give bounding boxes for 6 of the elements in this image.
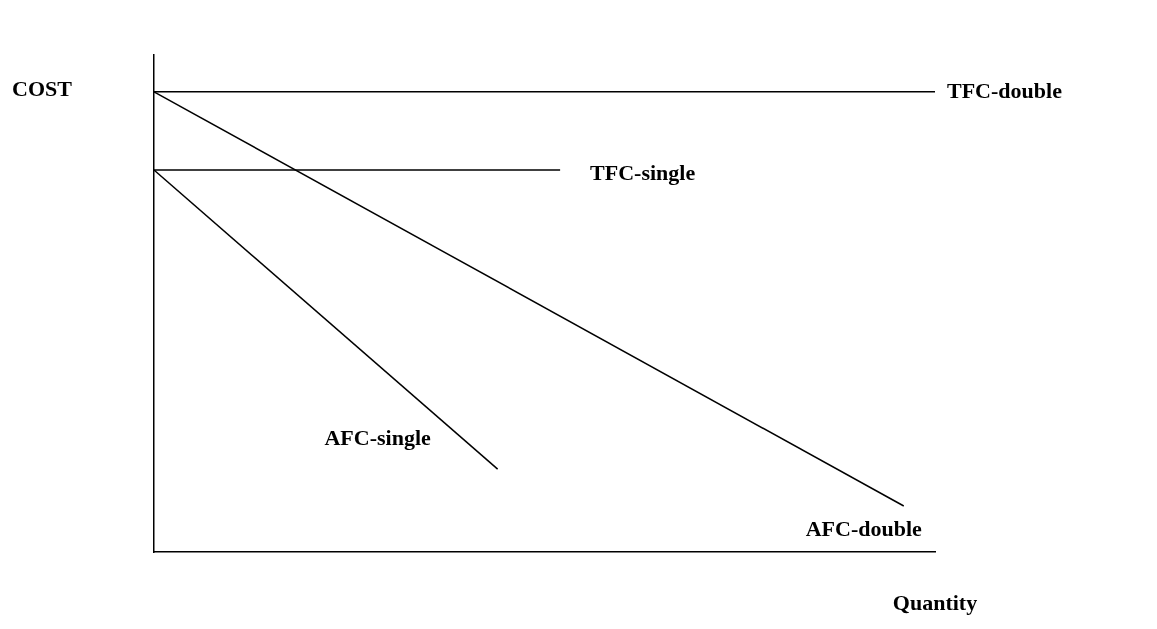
series-label: AFC-single: [324, 424, 432, 450]
y-axis-title: COST: [12, 75, 73, 101]
x-axis-title: Quantity: [892, 589, 978, 615]
series-label: AFC-double: [805, 515, 923, 541]
series-label: TFC-single: [590, 159, 696, 185]
series-label: TFC-double: [947, 77, 1063, 103]
